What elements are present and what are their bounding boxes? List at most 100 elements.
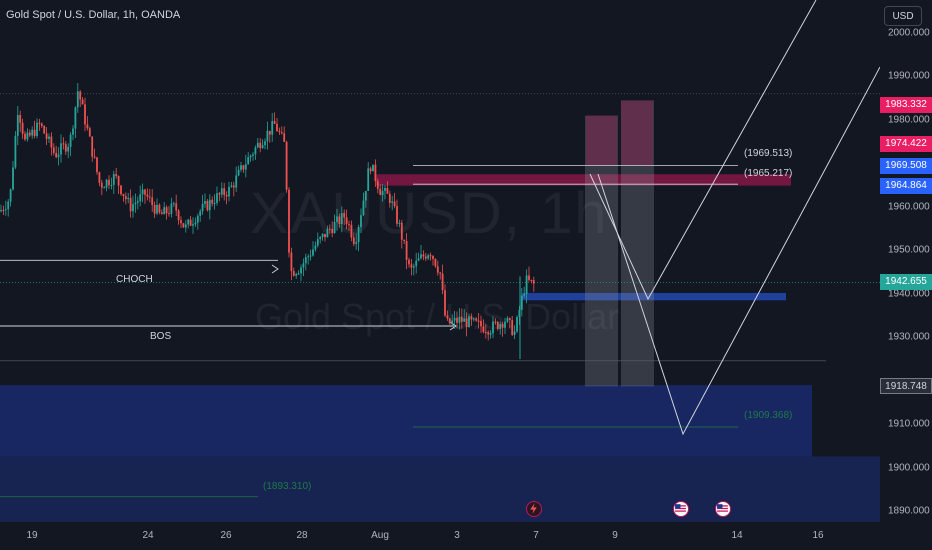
candle-body xyxy=(19,115,22,123)
candle-body xyxy=(117,176,120,186)
candle-body xyxy=(379,188,382,195)
candle-body xyxy=(93,156,96,158)
candle-body xyxy=(144,189,146,195)
candle-body xyxy=(175,203,178,211)
candle-body xyxy=(86,124,89,129)
candle-body xyxy=(420,254,422,259)
candle-body xyxy=(532,280,535,284)
candle-body xyxy=(259,142,262,148)
candle-body xyxy=(460,316,463,322)
candle-body xyxy=(276,123,278,132)
demand-zone-lower xyxy=(0,456,880,522)
candle-body xyxy=(237,169,240,176)
candle-body xyxy=(141,189,144,195)
candle-body xyxy=(422,254,425,257)
candle-body xyxy=(103,187,106,189)
candle-body xyxy=(165,207,168,214)
candle-body xyxy=(458,316,461,323)
candle-body xyxy=(388,193,391,203)
currency-button[interactable]: USD xyxy=(884,6,922,26)
candle-body xyxy=(285,141,288,190)
candle-body xyxy=(232,185,235,188)
candle-body xyxy=(122,194,125,197)
chart-area[interactable]: XAUUSD, 1h Gold Spot / U.S. Dollar Gold … xyxy=(0,0,880,522)
price-tick: 1990.000 xyxy=(888,70,930,82)
candle-body xyxy=(328,228,331,230)
price-chart[interactable] xyxy=(0,0,880,522)
price-axis[interactable]: 2000.000 1990.000 1980.000 1960.000 1950.000… xyxy=(880,0,932,550)
price-label: 1969.508 xyxy=(880,157,932,174)
time-axis[interactable]: 19 24 26 28 Aug 3 7 9 14 16 xyxy=(0,522,880,550)
candle-body xyxy=(201,203,204,212)
price-tick: 1980.000 xyxy=(888,114,930,126)
candle-body xyxy=(415,260,418,267)
candle-body xyxy=(252,154,254,156)
candle-body xyxy=(273,121,276,124)
candle-body xyxy=(504,321,506,328)
candle-body xyxy=(367,168,370,192)
candle-body xyxy=(21,122,24,134)
candle-body xyxy=(76,91,79,108)
candle-body xyxy=(501,324,504,328)
candle-body xyxy=(288,189,290,253)
candle-body xyxy=(381,190,384,195)
candle-body xyxy=(139,194,142,202)
candle-body xyxy=(508,318,511,321)
candle-body xyxy=(362,200,365,216)
candle-body xyxy=(360,215,362,228)
time-label: 14 xyxy=(731,530,743,541)
candle-body xyxy=(312,249,314,256)
candle-body xyxy=(28,132,31,136)
price-tick: 1940.000 xyxy=(888,288,930,300)
candle-body xyxy=(384,187,386,191)
demand-zone xyxy=(0,385,812,457)
candle-body xyxy=(372,164,374,172)
projection-bar xyxy=(621,100,654,387)
candle-body xyxy=(256,142,259,148)
candle-body xyxy=(496,322,499,329)
lightning-icon[interactable] xyxy=(526,501,542,517)
candle-body xyxy=(369,168,372,172)
candle-body xyxy=(177,210,180,221)
candle-body xyxy=(108,179,110,186)
projection-bar xyxy=(585,115,618,387)
candle-body xyxy=(153,205,156,214)
candle-body xyxy=(45,133,48,139)
projection-bar-top xyxy=(621,100,653,166)
candle-body xyxy=(283,133,286,142)
candle-body xyxy=(160,212,163,215)
candle-body xyxy=(74,107,77,129)
candle-body xyxy=(156,204,158,214)
projection-path-2 xyxy=(597,66,880,436)
candle-body xyxy=(204,201,206,204)
candle-body xyxy=(98,172,101,183)
us-flag-icon[interactable] xyxy=(673,501,689,517)
candle-body xyxy=(345,217,348,225)
candle-body xyxy=(60,143,62,155)
candle-body xyxy=(432,255,434,259)
candle-body xyxy=(96,157,98,173)
candle-body xyxy=(148,196,151,198)
price-tick: 1950.000 xyxy=(888,244,930,256)
candle-body xyxy=(307,256,310,258)
candle-body xyxy=(240,165,242,170)
candle-body xyxy=(324,233,326,238)
candle-body xyxy=(189,219,192,226)
candle-body xyxy=(412,266,415,268)
candle-body xyxy=(168,213,170,215)
candle-body xyxy=(523,293,526,296)
symbol-title[interactable]: Gold Spot / U.S. Dollar, 1h, OANDA xyxy=(6,9,181,21)
candle-body xyxy=(280,132,283,134)
candle-body xyxy=(268,130,271,135)
candle-body xyxy=(264,141,266,146)
candle-body xyxy=(403,239,406,242)
candle-body xyxy=(453,317,456,321)
candle-body xyxy=(472,318,475,320)
candle-body xyxy=(31,129,34,136)
candle-body xyxy=(14,135,17,168)
candle-body xyxy=(158,204,161,213)
us-flag-icon[interactable] xyxy=(715,501,731,517)
level-label-1965: (1965.217) xyxy=(744,168,793,179)
candle-body xyxy=(494,321,497,323)
candle-body xyxy=(424,256,427,259)
